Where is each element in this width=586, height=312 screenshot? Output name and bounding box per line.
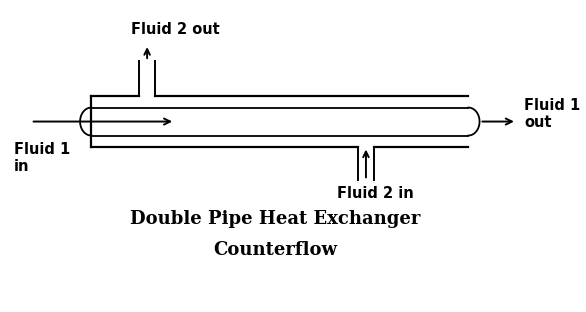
Text: Counterflow: Counterflow	[214, 241, 338, 259]
Text: Fluid 2 in: Fluid 2 in	[337, 186, 414, 201]
Text: Fluid 1
in: Fluid 1 in	[14, 142, 70, 174]
Text: Fluid 2 out: Fluid 2 out	[131, 22, 219, 37]
Text: Fluid 1
out: Fluid 1 out	[524, 98, 581, 130]
Text: Double Pipe Heat Exchanger: Double Pipe Heat Exchanger	[131, 210, 421, 228]
